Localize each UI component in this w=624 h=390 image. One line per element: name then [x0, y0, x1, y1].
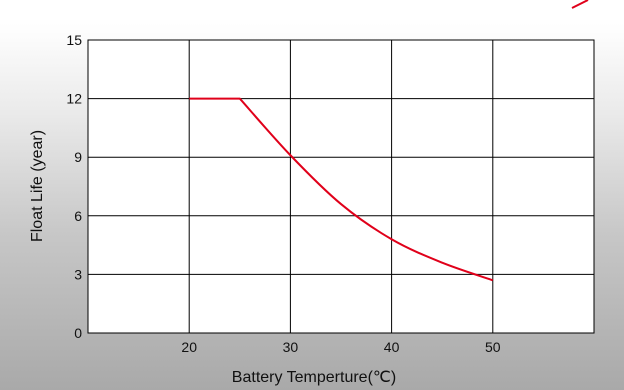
series-layer — [189, 97, 494, 282]
y-tick-label: 9 — [74, 149, 82, 165]
x-tick-label: 30 — [283, 339, 299, 355]
x-tick-label: 50 — [485, 339, 501, 355]
grid-lines — [88, 40, 594, 333]
y-tick-label: 6 — [74, 208, 82, 224]
y-tick-label: 3 — [74, 266, 82, 282]
y-tick-label: 0 — [74, 325, 82, 341]
y-tick-label: 15 — [66, 32, 82, 48]
y-tick-label: 12 — [66, 91, 82, 107]
y-tick-labels: 0 3 6 9 12 15 — [66, 32, 82, 341]
plot-area — [87, 39, 595, 334]
x-tick-label: 40 — [384, 339, 400, 355]
x-tick-label: 20 — [181, 339, 197, 355]
y-axis-title: Float Life (year) — [29, 130, 46, 242]
series-line-0 — [189, 97, 494, 282]
x-axis-title: Battery Temperture(℃) — [232, 369, 396, 386]
corner-accent-mark — [571, 0, 589, 9]
x-tick-labels: 20 30 40 50 — [181, 339, 500, 355]
